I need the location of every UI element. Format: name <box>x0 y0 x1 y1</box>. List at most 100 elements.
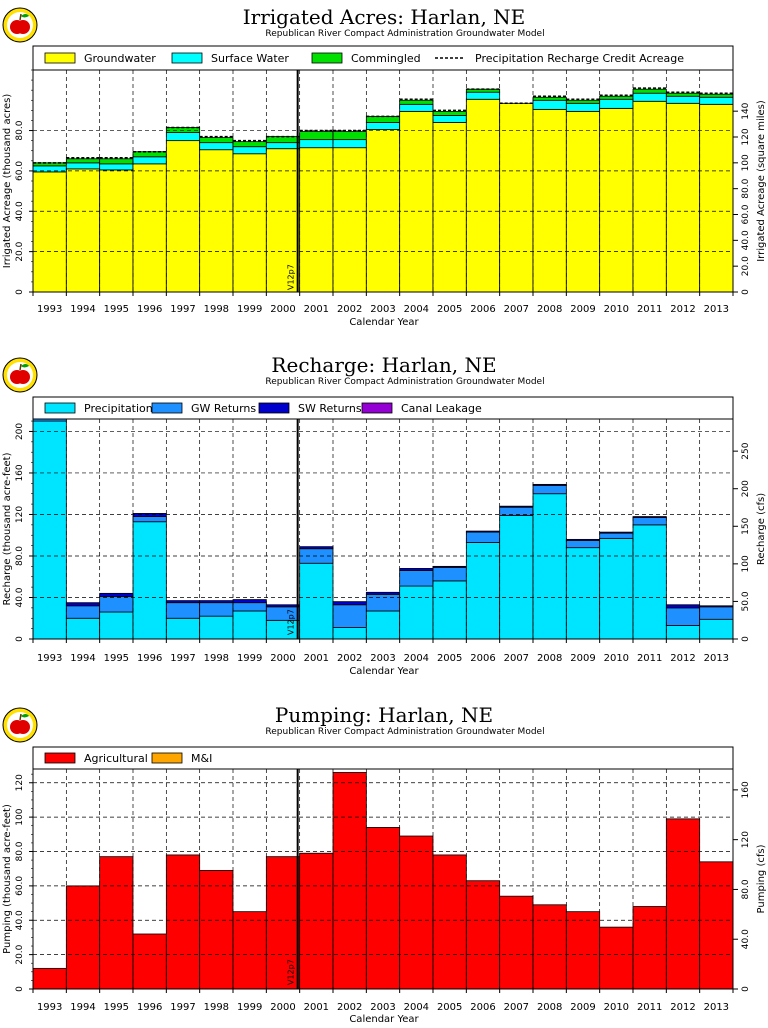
x-tick-label: 1996 <box>137 1002 162 1013</box>
bar-gw-returns <box>465 531 501 543</box>
x-tick-label: 2010 <box>604 304 629 315</box>
bar-gw-returns <box>432 566 467 582</box>
x-tick-label: 2004 <box>404 1002 429 1013</box>
bar-precipitation <box>565 547 601 640</box>
bar-gw-returns <box>132 516 167 523</box>
x-tick-label: 2012 <box>670 653 695 664</box>
legend-swatch <box>361 402 393 414</box>
bar-commingled <box>532 96 567 101</box>
x-tick-label: 2002 <box>337 653 362 664</box>
bar-sw-returns <box>465 530 501 533</box>
bar-precipitation <box>665 625 701 640</box>
legend-swatch <box>151 402 183 414</box>
apple-leaf <box>21 364 29 368</box>
y-tick-label: 40.0 <box>15 910 25 930</box>
bar-agricultural <box>65 885 101 990</box>
bar-commingled <box>565 99 601 104</box>
y-tick-label: 80.0 <box>15 120 25 140</box>
bar-sw-returns <box>199 600 234 604</box>
bar-groundwater <box>565 110 601 293</box>
bar-commingled <box>632 88 667 94</box>
x-tick-label: 2006 <box>470 653 495 664</box>
x-tick-label: 2009 <box>570 1002 595 1013</box>
bar-surface-water <box>332 139 367 149</box>
x-tick-label: 2008 <box>537 653 562 664</box>
x-tick-label: 2003 <box>370 304 395 315</box>
y2-tick-label: 120 <box>741 831 751 848</box>
y-tick-label: 120 <box>15 774 25 791</box>
legend-label: Canal Leakage <box>401 402 482 415</box>
bar-gw-returns <box>165 602 201 619</box>
x-tick-label: 2011 <box>637 1002 662 1013</box>
x-tick-label: 1993 <box>37 304 62 315</box>
y2-tick-label: 140 <box>741 102 751 119</box>
bar-precipitation <box>632 524 667 640</box>
x-tick-label: 2008 <box>537 1002 562 1013</box>
bar-groundwater <box>32 171 67 293</box>
bar-precipitation <box>499 515 534 640</box>
bar-agricultural <box>499 895 534 990</box>
y2-axis-label: Irrigated Acreage (square miles) <box>756 100 767 262</box>
y2-tick-label: 250 <box>741 442 751 459</box>
bar-commingled <box>365 116 401 123</box>
y2-tick-label: 40.0 <box>741 230 751 250</box>
bar-groundwater <box>65 168 101 293</box>
chart-title: Pumping: Harlan, NE <box>275 703 493 727</box>
y-axis-label: Irrigated Acreage (thousand acres) <box>2 94 13 269</box>
apple-stem <box>19 363 22 371</box>
bar-surface-water <box>565 102 601 112</box>
apple-stem <box>19 13 22 21</box>
y-tick-label: 120 <box>15 506 25 523</box>
x-tick-label: 2000 <box>270 1002 295 1013</box>
bar-groundwater <box>99 169 134 293</box>
bar-sw-returns <box>265 604 301 608</box>
y-tick-label: 200 <box>15 423 25 440</box>
bar-commingled <box>199 137 234 144</box>
bar-sw-returns <box>99 592 134 597</box>
bar-surface-water <box>665 95 701 104</box>
bar-surface-water <box>432 115 467 123</box>
x-tick-label: 2005 <box>437 304 462 315</box>
y-tick-label: 0 <box>15 636 25 642</box>
chart-title: Recharge: Harlan, NE <box>271 353 496 377</box>
version-marker-label: V12p7 <box>287 609 296 635</box>
x-tick-label: 1999 <box>237 653 262 664</box>
bar-precipitation <box>199 615 234 640</box>
x-tick-label: 1994 <box>70 304 95 315</box>
apple-body-right <box>16 720 30 734</box>
bar-surface-water <box>465 91 501 100</box>
version-marker-label: V12p7 <box>287 264 296 290</box>
bar-sw-returns <box>432 565 467 568</box>
bar-agricultural <box>699 861 734 990</box>
y-tick-label: 0 <box>15 289 25 295</box>
bar-surface-water <box>165 132 201 142</box>
apple-logo-icon <box>2 707 38 743</box>
bar-surface-water <box>65 162 101 170</box>
bar-commingled <box>665 92 701 97</box>
bar-gw-returns <box>399 570 434 587</box>
chart-subtitle: Republican River Compact Administration … <box>265 377 544 387</box>
legend-swatch <box>44 52 76 64</box>
x-tick-label: 1993 <box>37 1002 62 1013</box>
x-tick-label: 2002 <box>337 304 362 315</box>
x-tick-label: 1995 <box>104 304 129 315</box>
x-tick-label: 2006 <box>470 304 495 315</box>
bar-sw-returns <box>565 538 601 541</box>
y2-tick-label: 80.0 <box>741 879 751 899</box>
legend-swatch <box>44 752 76 764</box>
x-tick-label: 2007 <box>504 653 529 664</box>
bar-precipitation <box>99 611 134 640</box>
apple-leaf <box>21 714 29 718</box>
bar-gw-returns <box>199 602 234 617</box>
x-axis-label: Calendar Year <box>349 666 419 677</box>
y-tick-label: 40.0 <box>15 587 25 607</box>
bar-agricultural <box>265 856 301 990</box>
x-tick-label: 2007 <box>504 1002 529 1013</box>
x-tick-label: 2011 <box>637 653 662 664</box>
legend-swatch <box>151 752 183 764</box>
x-tick-label: 2013 <box>704 304 729 315</box>
bar-gw-returns <box>532 485 567 495</box>
x-tick-label: 2012 <box>670 1002 695 1013</box>
